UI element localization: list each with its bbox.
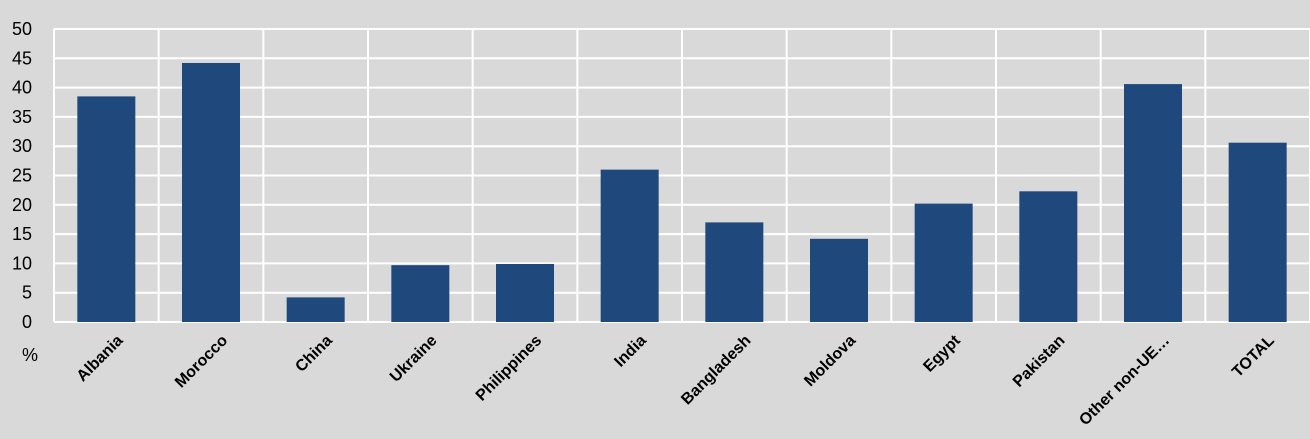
y-tick-label: 25 xyxy=(12,166,32,186)
bar xyxy=(914,203,973,322)
bar xyxy=(77,96,136,322)
x-axis-labels: Albania Morocco China Ukraine Philippines Ind… xyxy=(74,332,1278,429)
x-category-label: India xyxy=(611,332,649,370)
x-category-label: Philippines xyxy=(473,332,545,404)
x-category-label: China xyxy=(292,332,336,376)
y-tick-label: 35 xyxy=(12,107,32,127)
y-tick-label: 45 xyxy=(12,48,32,68)
x-category-label: Ukraine xyxy=(387,332,441,386)
y-tick-label: 10 xyxy=(12,253,32,273)
bar xyxy=(810,238,868,322)
bar xyxy=(705,222,764,322)
bars xyxy=(77,62,1287,322)
gridlines xyxy=(53,28,1310,323)
x-category-label: Egypt xyxy=(920,332,964,376)
y-tick-label: 50 xyxy=(12,19,32,39)
x-category-label: Pakistan xyxy=(1010,332,1069,391)
bar xyxy=(286,297,345,322)
bar xyxy=(496,263,554,322)
bar xyxy=(391,265,450,322)
y-tick-label: 15 xyxy=(12,224,32,244)
y-tick-label: 20 xyxy=(12,195,32,215)
x-category-label: Morocco xyxy=(172,332,231,391)
y-tick-label: 0 xyxy=(22,312,32,332)
x-category-label: TOTAL xyxy=(1229,332,1278,381)
bar xyxy=(182,62,240,322)
bar xyxy=(1228,142,1287,322)
x-category-label: Albania xyxy=(74,332,127,385)
y-unit-label: % xyxy=(22,345,38,365)
x-category-label: Other non-UE… xyxy=(1076,332,1173,429)
bar xyxy=(600,169,659,322)
y-axis-ticks: 0 5 10 15 20 25 30 35 40 45 50 xyxy=(12,19,32,332)
bar xyxy=(1019,191,1078,322)
x-category-label: Bangladesh xyxy=(678,332,754,408)
y-tick-label: 30 xyxy=(12,136,32,156)
y-tick-label: 40 xyxy=(12,78,32,98)
bar xyxy=(1124,84,1182,322)
y-tick-label: 5 xyxy=(22,283,32,303)
x-category-label: Moldova xyxy=(801,332,859,390)
